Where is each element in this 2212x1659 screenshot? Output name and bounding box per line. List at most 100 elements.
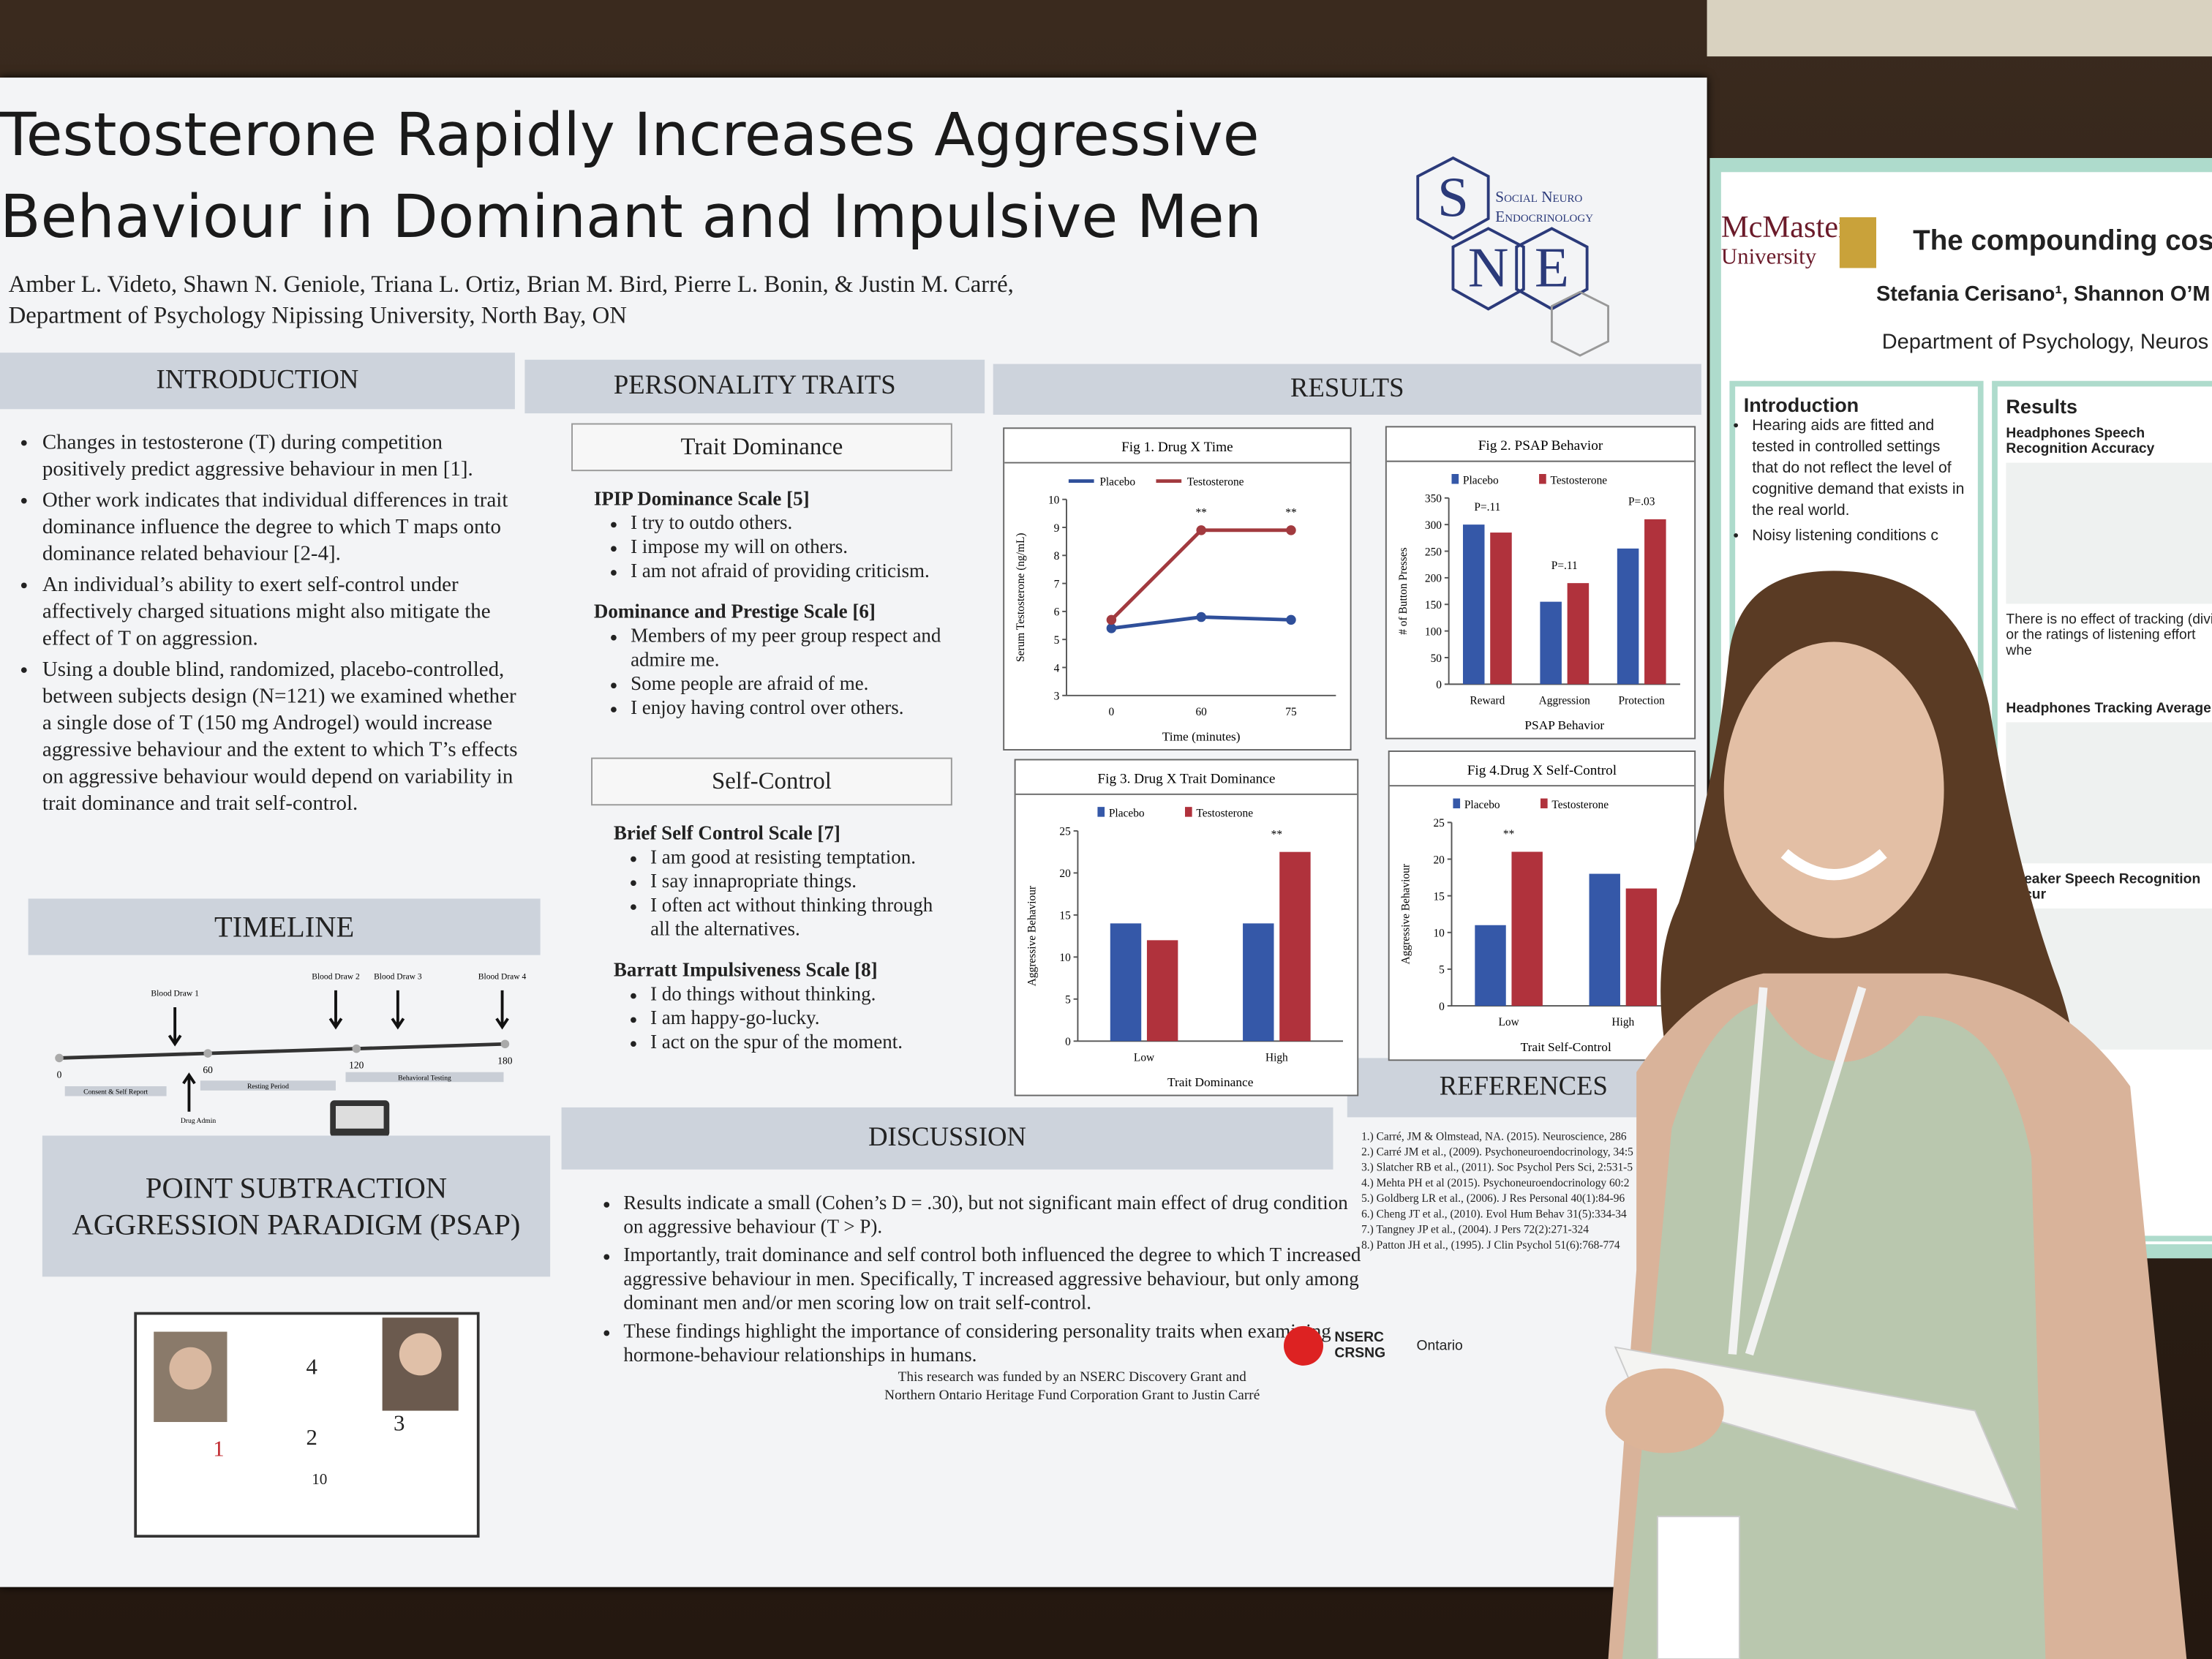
section-heading: RESULTS: [993, 364, 1701, 415]
x-tick-label: Aggression: [1539, 694, 1590, 707]
scale-item: I often act without thinking through all…: [650, 895, 952, 943]
y-tick-label: 10: [1059, 952, 1071, 964]
legend-swatch: [1097, 807, 1105, 817]
y-tick-label: 7: [1054, 578, 1060, 590]
x-tick-label: High: [1265, 1051, 1288, 1064]
crest: [1839, 217, 1876, 268]
blood-draw-label: Blood Draw 2: [312, 971, 360, 981]
section-heading: POINT SUBTRACTION AGGRESSION PARADIGM (P…: [42, 1135, 551, 1277]
face: [1723, 642, 1944, 938]
y-tick-label: 5: [1439, 964, 1445, 977]
legend-swatch: [1539, 473, 1546, 484]
psap-number: 4: [306, 1354, 317, 1379]
drug-label: Drug Admin: [181, 1117, 217, 1125]
annotation: P=.11: [1551, 560, 1578, 572]
section-heading: TIMELINE: [28, 898, 541, 955]
legend-label: Placebo: [1463, 474, 1499, 486]
mcmaster-logo: McMaster University: [1721, 211, 1848, 274]
sponsor-logos: NSERC CRSNG Ontario: [1283, 1325, 1463, 1366]
phase-label: Resting Period: [247, 1083, 289, 1091]
nserc-text: NSERC CRSNG: [1334, 1331, 1385, 1361]
bar: [1279, 851, 1311, 1042]
bar: [1625, 888, 1658, 1007]
bar: [1146, 940, 1178, 1042]
y-tick-label: 9: [1054, 522, 1060, 535]
phase-label: Consent & Self Report: [83, 1088, 148, 1096]
point: [1196, 612, 1206, 622]
list-item: Noisy listening conditions c: [1752, 526, 1969, 547]
list-item: 8.) Patton JH et al., (1995). J Clin Psy…: [1361, 1238, 1620, 1252]
annotation: **: [1195, 507, 1206, 519]
scale-item: Some people are afraid of me.: [631, 673, 952, 697]
captions: Headphones Speech Recognition Accuracy Th…: [2006, 426, 2212, 1050]
y-tick-label: 4: [1054, 662, 1060, 674]
x-tick-label: Low: [1134, 1051, 1155, 1064]
y-tick-label: 8: [1054, 550, 1060, 563]
legend-label: Testosterone: [1187, 475, 1244, 488]
y-tick-label: 20: [1059, 868, 1071, 880]
legend-label: Placebo: [1099, 475, 1135, 488]
scale-items: I try to outdo others.I impose my will o…: [594, 512, 952, 584]
poster-title: Testosterone Rapidly Increases Aggressiv…: [0, 94, 1262, 258]
phase-bar: [345, 1072, 504, 1083]
list-item: Results indicate a small (Cohen’s D = .3…: [623, 1192, 1363, 1241]
x-axis-label: Trait Self-Control: [1521, 1040, 1611, 1054]
face: [399, 1333, 442, 1376]
scale-items: I do things without thinking.I am happy-…: [614, 983, 952, 1055]
hand: [1605, 1368, 1724, 1453]
list-item: Hearing aids are fitted and tested in co…: [1752, 416, 1969, 522]
timeline-tick: [55, 1053, 64, 1063]
arrow: [495, 990, 509, 1030]
y-tick-label: 25: [1433, 817, 1445, 830]
x-axis-label: PSAP Behavior: [1524, 718, 1604, 732]
timeline-tick: [203, 1049, 212, 1058]
scale-name: Brief Self Control Scale [7]: [613, 824, 840, 846]
legend-swatch: [1540, 798, 1548, 809]
scale: IPIP Dominance Scale [5]I try to outdo o…: [594, 488, 952, 584]
scale: Brief Self Control Scale [7]I am good at…: [614, 822, 952, 942]
legend-label: Testosterone: [1196, 808, 1253, 820]
y-axis-label: # of Button Presses: [1397, 547, 1410, 634]
list-item: Using a double blind, randomized, placeb…: [42, 658, 529, 819]
y-tick-label: 300: [1425, 519, 1442, 532]
title-line: Behaviour in Dominant and Impulsive Men: [0, 181, 1262, 252]
byline: Amber L. Videto, Shawn N. Geniole, Trian…: [9, 269, 1014, 331]
y-axis-label: Serum Testosterone (ng/mL): [1015, 533, 1027, 662]
figure-title: Fig 3. Drug X Trait Dominance: [1097, 771, 1275, 786]
logo-text: Social Neuro: [1495, 188, 1582, 206]
tank-top: [1622, 1001, 2046, 1659]
arrow: [391, 990, 405, 1030]
bar: [1589, 873, 1620, 1007]
bar: [1511, 851, 1543, 1007]
logo-letter: E: [1535, 236, 1569, 298]
figure-title: Fig 1. Drug X Time: [1121, 440, 1233, 455]
section-heading: INTRODUCTION: [0, 353, 515, 410]
bar: [1462, 524, 1485, 685]
mini-chart: [2006, 462, 2212, 604]
y-tick-label: 0: [1065, 1036, 1071, 1048]
psap-number: 10: [312, 1470, 327, 1488]
list-item: 1.) Carré, JM & Olmstead, NA. (2015). Ne…: [1361, 1129, 1627, 1143]
heading: Introduction: [1743, 394, 1859, 416]
bar: [1567, 583, 1590, 685]
x-tick-label: 60: [1195, 706, 1207, 718]
sponsor: Ontario: [1416, 1338, 1463, 1354]
x-tick-label: Reward: [1470, 694, 1505, 707]
x-tick-label: 75: [1285, 706, 1297, 718]
figure: Fig 2. PSAP Behavior Placebo Testosterone 0…: [1385, 426, 1696, 740]
list-item: 3.) Slatcher RB et al., (2011). Soc Psyc…: [1361, 1161, 1633, 1174]
list-item: 2.) Carré JM et al., (2009). Psychoneuro…: [1361, 1145, 1633, 1159]
arrow: [168, 1007, 182, 1047]
hexagon: [1451, 227, 1525, 311]
neighbor-dept: Department of Psychology, Neuros: [1881, 330, 2209, 355]
y-tick-label: 0: [1436, 679, 1442, 691]
psap-number: 3: [394, 1411, 405, 1436]
y-tick-label: 200: [1425, 573, 1442, 585]
computer-screen: [335, 1105, 384, 1129]
scale-item: I act on the spur of the moment.: [650, 1031, 952, 1056]
list-item: Other work indicates that individual dif…: [42, 488, 529, 568]
sne-logo: S N E Social Neuro Endocrinology: [1416, 156, 1610, 357]
list-item: 5.) Goldberg LR et al., (2006). J Res Pe…: [1361, 1192, 1625, 1205]
